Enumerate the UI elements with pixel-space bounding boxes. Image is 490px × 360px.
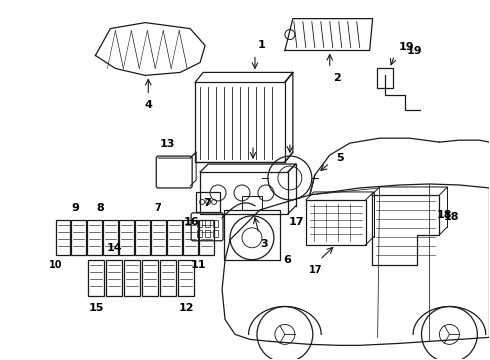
Text: 12: 12 bbox=[178, 302, 194, 312]
Bar bbox=[167, 220, 182, 255]
Bar bbox=[151, 220, 166, 255]
Text: 11: 11 bbox=[191, 260, 206, 270]
Text: 14: 14 bbox=[106, 243, 122, 253]
Bar bbox=[205, 230, 210, 237]
Bar bbox=[120, 220, 134, 255]
Text: 9: 9 bbox=[72, 203, 79, 213]
Bar bbox=[135, 220, 150, 255]
Text: 10: 10 bbox=[49, 260, 62, 270]
Text: 7: 7 bbox=[203, 198, 211, 208]
Text: 15: 15 bbox=[89, 302, 104, 312]
Bar bbox=[178, 260, 194, 296]
Text: 1: 1 bbox=[258, 40, 266, 50]
Bar bbox=[306, 200, 366, 245]
Text: 4: 4 bbox=[145, 100, 152, 110]
Bar bbox=[205, 220, 210, 227]
Text: 17: 17 bbox=[289, 217, 305, 227]
Bar bbox=[242, 196, 262, 210]
Text: 18: 18 bbox=[443, 212, 459, 222]
Bar bbox=[213, 230, 218, 237]
Text: 18: 18 bbox=[437, 210, 452, 220]
Bar bbox=[160, 260, 176, 296]
Bar bbox=[124, 260, 140, 296]
Bar bbox=[72, 220, 86, 255]
Bar bbox=[200, 172, 288, 214]
Bar bbox=[377, 68, 392, 88]
Bar bbox=[196, 192, 220, 212]
Bar bbox=[197, 230, 202, 237]
Bar bbox=[195, 82, 285, 162]
Text: 17: 17 bbox=[309, 265, 322, 275]
Bar bbox=[183, 220, 198, 255]
Bar bbox=[213, 220, 218, 227]
Text: 2: 2 bbox=[333, 73, 341, 84]
Bar bbox=[199, 220, 214, 255]
Bar bbox=[103, 220, 119, 255]
Text: 19: 19 bbox=[399, 41, 415, 51]
Bar bbox=[89, 260, 104, 296]
Bar bbox=[224, 210, 280, 260]
Text: 16: 16 bbox=[183, 217, 199, 227]
Text: 13: 13 bbox=[160, 139, 175, 149]
Text: 6: 6 bbox=[283, 255, 291, 265]
Text: 7: 7 bbox=[155, 203, 162, 213]
Text: 3: 3 bbox=[260, 239, 268, 249]
Bar bbox=[142, 260, 158, 296]
Text: 8: 8 bbox=[97, 203, 104, 213]
Text: 5: 5 bbox=[336, 153, 343, 163]
Bar bbox=[106, 260, 122, 296]
Bar bbox=[197, 220, 202, 227]
Bar bbox=[55, 220, 71, 255]
Text: 19: 19 bbox=[407, 45, 422, 55]
Bar bbox=[87, 220, 102, 255]
